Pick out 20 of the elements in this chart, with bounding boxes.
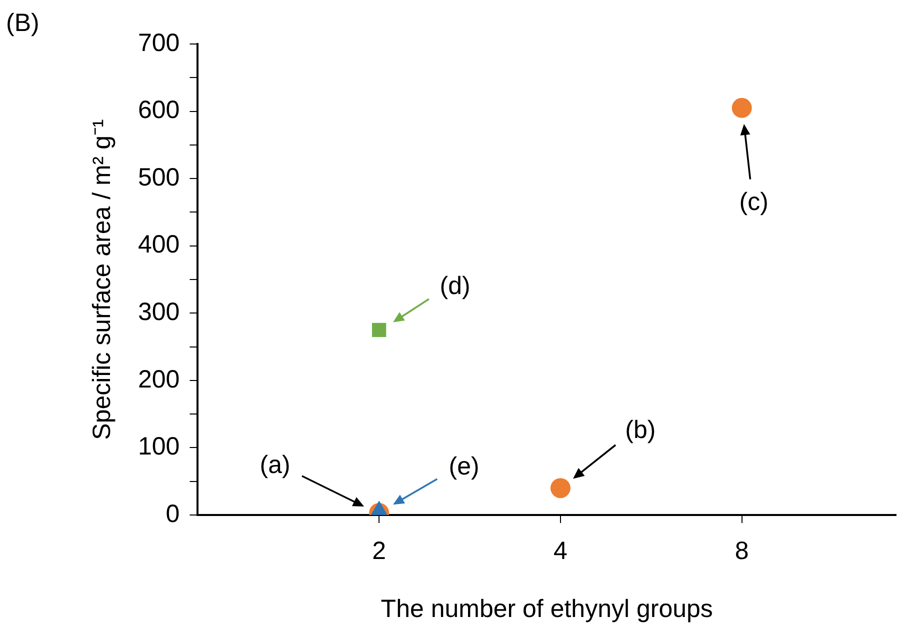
x-tick-label: 4: [554, 536, 568, 565]
y-tick-label: 200: [138, 365, 180, 394]
annotation: (c): [739, 188, 768, 216]
y-tick-label: 400: [138, 230, 180, 259]
text: (B): [6, 8, 40, 37]
x-tick-label: 8: [734, 536, 749, 565]
y-tick-label: 600: [138, 96, 180, 124]
annotation: (b): [625, 416, 656, 444]
y-tick-label: 700: [138, 28, 180, 57]
x-tick-label: 2: [372, 536, 386, 565]
x-axis-title: The number of ethynyl groups: [380, 594, 713, 623]
y-tick-label: 100: [138, 432, 180, 461]
point: [732, 98, 752, 118]
y-tick-label: 500: [138, 163, 180, 192]
y-tick-label: 300: [138, 298, 180, 326]
annotation: (d): [440, 272, 470, 300]
y-tick-label: 0: [166, 500, 180, 528]
annotation: (a): [260, 450, 290, 479]
y-axis-title: Specific surface area / m² g⁻¹: [88, 119, 116, 440]
annotation: (e): [448, 452, 480, 481]
